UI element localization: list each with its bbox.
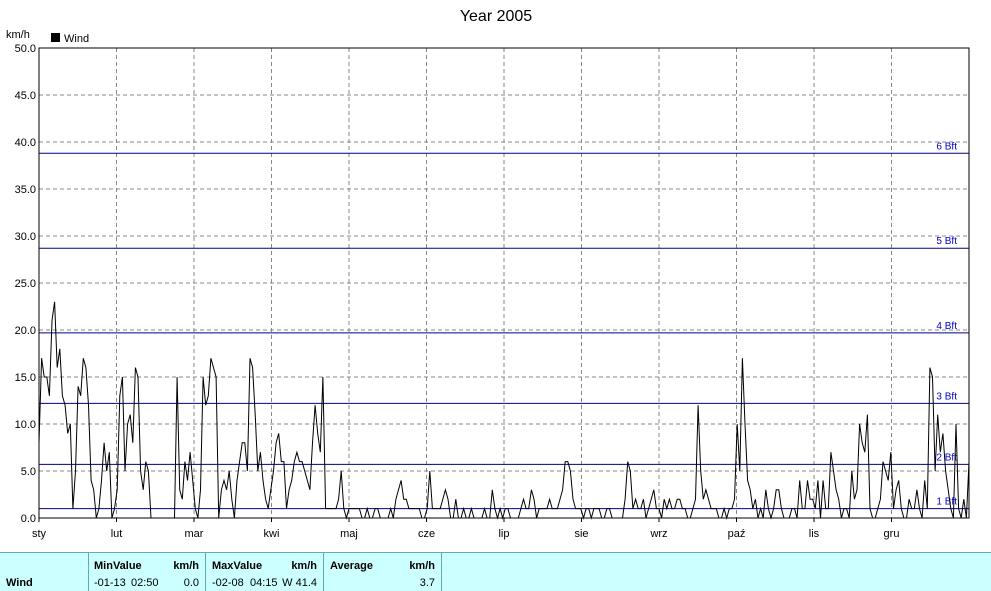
max-unit: km/h bbox=[291, 560, 317, 572]
legend-label: Wind bbox=[64, 33, 89, 45]
x-tick-label: lut bbox=[111, 528, 123, 540]
max-value: W 41.4 bbox=[282, 577, 317, 589]
max-time: 04:15 bbox=[250, 577, 278, 589]
min-cell: MinValue km/h -01-13 02:50 0.0 bbox=[89, 553, 206, 591]
y-tick-label: 50.0 bbox=[15, 43, 36, 55]
y-tick-label: 40.0 bbox=[15, 137, 36, 149]
beaufort-label: 2 Bft bbox=[936, 452, 957, 463]
average-value: 3.7 bbox=[419, 577, 435, 589]
min-date: -01-13 bbox=[94, 577, 126, 589]
x-tick-label: lip bbox=[498, 528, 509, 540]
beaufort-label: 1 Bft bbox=[936, 497, 957, 508]
beaufort-label: 5 Bft bbox=[936, 236, 957, 247]
average-unit: km/h bbox=[409, 560, 435, 572]
x-tick-label: sty bbox=[32, 528, 47, 540]
y-tick-label: 5.0 bbox=[21, 466, 36, 478]
x-tick-label: sie bbox=[574, 528, 588, 540]
y-tick-label: 35.0 bbox=[15, 184, 36, 196]
min-time: 02:50 bbox=[131, 577, 159, 589]
max-header: MaxValue bbox=[212, 560, 263, 572]
x-tick-label: wrz bbox=[649, 528, 667, 540]
chart-title: Year 2005 bbox=[460, 8, 532, 25]
beaufort-label: 6 Bft bbox=[936, 141, 957, 152]
y-axis-label: km/h bbox=[6, 29, 30, 41]
x-tick-label: cze bbox=[418, 528, 435, 540]
stats-panel: Wind MinValue km/h -01-13 02:50 0.0 MaxV… bbox=[0, 552, 991, 591]
y-tick-label: 0.0 bbox=[21, 513, 36, 525]
y-tick-label: 15.0 bbox=[15, 372, 36, 384]
max-cell: MaxValue km/h -02-08 04:15 W 41.4 bbox=[206, 553, 324, 591]
average-header: Average bbox=[330, 560, 374, 572]
y-tick-label: 10.0 bbox=[15, 419, 36, 431]
y-tick-label: 45.0 bbox=[15, 90, 36, 102]
x-tick-label: mar bbox=[185, 528, 204, 540]
stats-row-label-cell: Wind bbox=[0, 553, 89, 591]
beaufort-label: 3 Bft bbox=[936, 391, 957, 402]
series-line-wind bbox=[38, 301, 970, 520]
average-cell: Average km/h 3.7 bbox=[324, 553, 442, 591]
x-tick-label: paź bbox=[728, 528, 746, 540]
y-tick-label: 20.0 bbox=[15, 325, 36, 337]
stats-row-label: Wind bbox=[6, 577, 33, 589]
x-tick-label: gru bbox=[884, 528, 900, 540]
min-header: MinValue bbox=[94, 560, 142, 572]
x-tick-label: maj bbox=[340, 528, 358, 540]
min-unit: km/h bbox=[173, 560, 199, 572]
x-tick-label: lis bbox=[809, 528, 820, 540]
max-date: -02-08 bbox=[212, 577, 244, 589]
y-tick-label: 25.0 bbox=[15, 278, 36, 290]
x-tick-label: kwi bbox=[264, 528, 280, 540]
legend-swatch bbox=[51, 33, 60, 42]
min-value: 0.0 bbox=[183, 577, 199, 589]
beaufort-label: 4 Bft bbox=[936, 321, 957, 332]
wind-chart: Year 2005 km/h Wind 1 Bft 2 Bft 3 Bft 4 Bft… bbox=[6, 8, 970, 540]
y-tick-label: 30.0 bbox=[15, 231, 36, 243]
